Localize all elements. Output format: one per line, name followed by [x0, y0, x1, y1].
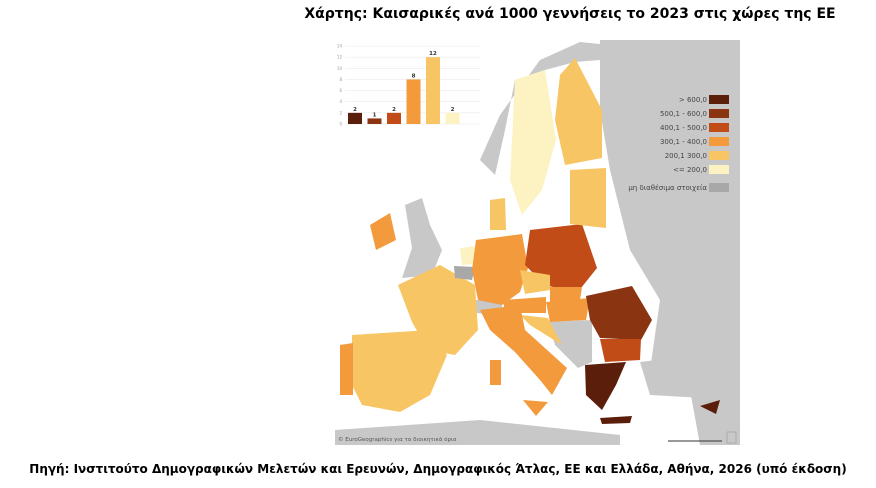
country-spain: [352, 330, 447, 412]
legend-swatch: [709, 151, 729, 160]
country-denmark: [490, 198, 506, 230]
country-bulgaria: [600, 339, 641, 362]
bar-value-label: 2: [392, 107, 396, 113]
legend-label: > 600,0: [678, 96, 707, 104]
bar-1: [367, 118, 382, 124]
y-tick-label: 6: [339, 88, 342, 93]
legend-swatch: [709, 95, 729, 104]
legend-label: 200,1 300,0: [664, 152, 707, 160]
legend-swatch: [709, 123, 729, 132]
land-africa: [335, 420, 620, 445]
y-tick-label: 2: [339, 110, 342, 115]
y-tick-label: 14: [337, 44, 343, 49]
bar-value-label: 8: [412, 73, 416, 79]
legend-label: <= 200,0: [673, 166, 707, 174]
bar-value-label: 12: [429, 51, 437, 57]
legend-label: 400,1 - 500,0: [659, 124, 707, 132]
y-tick-label: 0: [339, 122, 342, 127]
source-note: Πηγή: Ινστιτούτο Δημογραφικών Μελετών κα…: [29, 462, 847, 476]
bar-value-label: 2: [451, 107, 455, 113]
land-norway: [480, 42, 610, 175]
country-france: [398, 265, 478, 355]
land-east: [600, 40, 740, 445]
country-ireland: [370, 213, 396, 250]
legend-swatch: [709, 137, 729, 146]
country-cyprus: [700, 400, 720, 414]
map-credit: © EuroGeographics για τα διοικητικά όρια: [338, 437, 457, 443]
country-crete: [600, 416, 632, 424]
country-sardinia: [490, 360, 501, 385]
country-belgium: [454, 266, 475, 280]
scale-bar: [668, 431, 737, 444]
legend-na-swatch: [709, 183, 729, 192]
country-romania: [586, 286, 652, 340]
legend-swatch: [709, 165, 729, 174]
bar-value-label: 1: [373, 112, 377, 118]
y-tick-label: 8: [339, 77, 342, 82]
y-tick-label: 12: [337, 55, 343, 60]
country-croatia: [520, 315, 562, 345]
bar-0: [348, 112, 362, 124]
country-italy: [480, 305, 567, 395]
country-baltics: [570, 168, 606, 228]
bar-5: [445, 112, 460, 124]
country-finland: [555, 58, 602, 165]
country-sicily: [523, 400, 548, 416]
country-portugal: [340, 343, 353, 395]
legend-label: 500,1 - 600,0: [659, 110, 707, 118]
country-greece: [585, 362, 626, 410]
bar-3: [406, 79, 421, 124]
map-title: Χάρτης: Καισαρικές ανά 1000 γεννήσεις το…: [304, 6, 836, 22]
country-netherlands: [460, 246, 477, 265]
legend-swatch: [709, 109, 729, 118]
country-germany: [472, 234, 528, 305]
country-slovakia: [550, 287, 582, 302]
y-tick-label: 10: [337, 66, 343, 71]
bar-2: [387, 112, 401, 124]
country-czechia: [520, 270, 550, 294]
bar-4: [426, 57, 440, 125]
bar-value-label: 2: [353, 107, 357, 113]
country-hungary: [546, 298, 590, 322]
legend-label: 300,1 - 400,0: [659, 138, 707, 146]
country-sweden: [510, 70, 556, 215]
land-turkey: [640, 350, 740, 400]
land-uk: [402, 198, 442, 278]
y-tick-label: 4: [339, 99, 342, 104]
land-balkans: [548, 320, 592, 368]
legend-na-label: μη διαθέσιμα στοιχεία: [628, 184, 707, 192]
